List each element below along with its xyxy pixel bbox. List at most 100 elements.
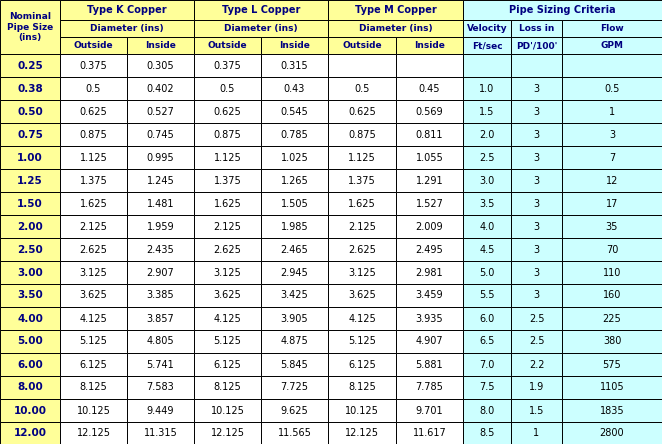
Text: Nominal
Pipe Size
(ins): Nominal Pipe Size (ins): [7, 12, 53, 42]
Text: 1105: 1105: [600, 382, 624, 392]
Bar: [127, 399, 194, 422]
Bar: [0, 0, 60, 54]
Text: 10.125: 10.125: [345, 405, 379, 416]
Bar: [60, 20, 194, 37]
Bar: [194, 307, 261, 330]
Text: 1.125: 1.125: [214, 152, 242, 163]
Bar: [0, 100, 60, 123]
Text: 2.5: 2.5: [479, 152, 495, 163]
Bar: [127, 215, 194, 238]
Text: 0.375: 0.375: [214, 60, 242, 71]
Text: Diameter (ins): Diameter (ins): [224, 24, 298, 33]
Bar: [60, 284, 127, 307]
Bar: [562, 284, 662, 307]
Bar: [511, 123, 562, 146]
Text: 3.905: 3.905: [281, 313, 308, 324]
Text: 1.625: 1.625: [214, 198, 242, 209]
Bar: [261, 192, 328, 215]
Text: 6.125: 6.125: [348, 360, 376, 369]
Bar: [463, 20, 511, 37]
Text: 1.025: 1.025: [281, 152, 308, 163]
Bar: [562, 123, 662, 146]
Bar: [328, 20, 463, 37]
Text: 0.625: 0.625: [348, 107, 376, 116]
Text: 1.265: 1.265: [281, 175, 308, 186]
Bar: [261, 77, 328, 100]
Bar: [60, 238, 127, 261]
Text: 1.959: 1.959: [147, 222, 174, 231]
Bar: [396, 307, 463, 330]
Text: 5.845: 5.845: [281, 360, 308, 369]
Text: Inside: Inside: [414, 41, 445, 50]
Text: 3: 3: [534, 267, 540, 278]
Text: 0.45: 0.45: [419, 83, 440, 94]
Text: Outside: Outside: [73, 41, 113, 50]
Bar: [463, 169, 511, 192]
Text: GPM: GPM: [600, 41, 624, 50]
Bar: [562, 100, 662, 123]
Text: 2.435: 2.435: [146, 245, 174, 254]
Bar: [328, 330, 396, 353]
Text: 2.465: 2.465: [281, 245, 308, 254]
Bar: [562, 238, 662, 261]
Bar: [328, 261, 396, 284]
Text: 11.617: 11.617: [412, 428, 446, 439]
Bar: [261, 146, 328, 169]
Bar: [0, 307, 60, 330]
Text: 70: 70: [606, 245, 618, 254]
Text: 3: 3: [534, 290, 540, 301]
Text: 1.625: 1.625: [79, 198, 107, 209]
Bar: [0, 399, 60, 422]
Text: 0.785: 0.785: [281, 130, 308, 139]
Bar: [463, 192, 511, 215]
Bar: [463, 307, 511, 330]
Text: 4.875: 4.875: [281, 337, 308, 346]
Bar: [396, 169, 463, 192]
Bar: [127, 54, 194, 77]
Text: 3.125: 3.125: [348, 267, 376, 278]
Text: Velocity: Velocity: [467, 24, 507, 33]
Text: 3: 3: [534, 83, 540, 94]
Bar: [261, 169, 328, 192]
Bar: [127, 192, 194, 215]
Text: 1: 1: [534, 428, 540, 439]
Text: 3.125: 3.125: [214, 267, 242, 278]
Bar: [463, 261, 511, 284]
Bar: [261, 261, 328, 284]
Bar: [562, 54, 662, 77]
Text: 5.881: 5.881: [416, 360, 444, 369]
Text: 1.375: 1.375: [79, 175, 107, 186]
Bar: [261, 376, 328, 399]
Bar: [60, 192, 127, 215]
Text: 4.125: 4.125: [214, 313, 242, 324]
Bar: [0, 215, 60, 238]
Text: 8.125: 8.125: [79, 382, 107, 392]
Bar: [511, 284, 562, 307]
Bar: [396, 238, 463, 261]
Text: 2.2: 2.2: [529, 360, 544, 369]
Bar: [328, 307, 396, 330]
Bar: [194, 169, 261, 192]
Text: Type L Copper: Type L Copper: [222, 5, 300, 15]
Bar: [562, 376, 662, 399]
Text: 0.75: 0.75: [17, 130, 43, 139]
Bar: [0, 77, 60, 100]
Text: 3: 3: [534, 198, 540, 209]
Text: 12.125: 12.125: [345, 428, 379, 439]
Bar: [463, 54, 511, 77]
Text: 0.315: 0.315: [281, 60, 308, 71]
Bar: [194, 215, 261, 238]
Text: 1.505: 1.505: [281, 198, 308, 209]
Text: 2.5: 2.5: [529, 337, 544, 346]
Text: 3.625: 3.625: [348, 290, 376, 301]
Text: 3.857: 3.857: [146, 313, 174, 324]
Bar: [127, 330, 194, 353]
Text: 575: 575: [602, 360, 622, 369]
Bar: [261, 399, 328, 422]
Text: 17: 17: [606, 198, 618, 209]
Bar: [0, 146, 60, 169]
Bar: [127, 238, 194, 261]
Text: 8.125: 8.125: [348, 382, 376, 392]
Text: 4.125: 4.125: [79, 313, 107, 324]
Bar: [511, 238, 562, 261]
